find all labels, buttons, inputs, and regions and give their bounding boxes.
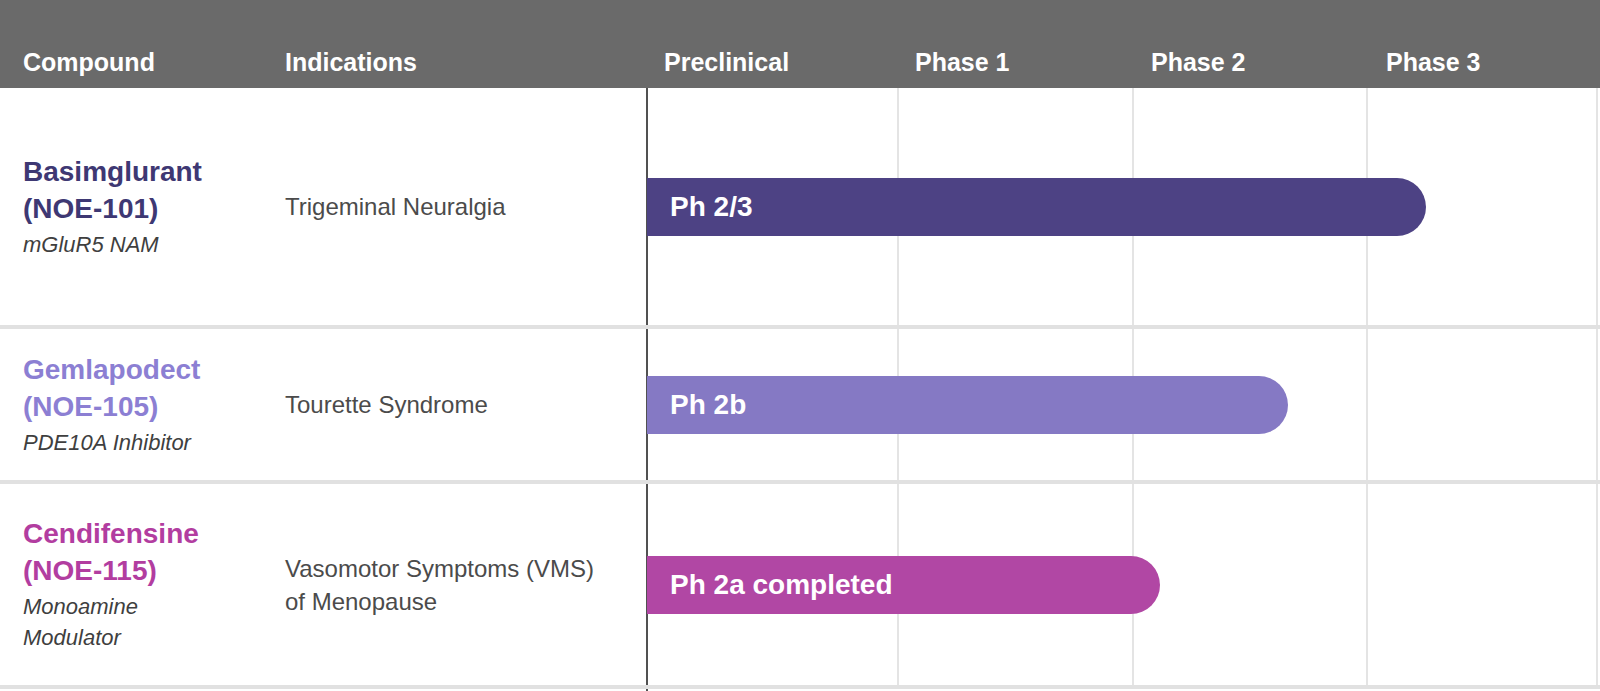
indication-cell: Vasomotor Symptoms (VMS) of Menopause [285, 551, 645, 617]
compound-cell: Cendifensine (NOE-115) Monoamine Modulat… [23, 515, 268, 654]
compound-cell: Gemlapodect (NOE-105) PDE10A Inhibitor [23, 350, 268, 458]
compound-mechanism: Monoamine [23, 592, 268, 623]
compound-name: Cendifensine [23, 515, 268, 552]
pipeline-row-basimglurant: Basimglurant (NOE-101) mGluR5 NAM Trigem… [0, 88, 1600, 325]
indication-cell: Trigeminal Neuralgia [285, 190, 645, 223]
phase-bar-label: Ph 2b [647, 391, 746, 419]
compound-mechanism: PDE10A Inhibitor [23, 428, 268, 459]
column-header-indications: Indications [285, 50, 417, 75]
compound-mechanism: Modulator [23, 623, 268, 654]
indication-text: Trigeminal Neuralgia [285, 190, 645, 223]
compound-code: (NOE-101) [23, 190, 268, 227]
phase-bar-label: Ph 2/3 [647, 193, 752, 221]
column-header-preclinical: Preclinical [664, 50, 789, 75]
compound-name: Basimglurant [23, 152, 268, 189]
column-header-compound: Compound [23, 50, 155, 75]
column-header-phase2: Phase 2 [1151, 50, 1246, 75]
indication-text: of Menopause [285, 585, 645, 618]
header-bar: Compound Indications Preclinical Phase 1… [0, 0, 1600, 88]
phase-bar-label: Ph 2a completed [647, 571, 893, 599]
column-header-phase1: Phase 1 [915, 50, 1010, 75]
indication-cell: Tourette Syndrome [285, 388, 645, 421]
indication-text: Vasomotor Symptoms (VMS) [285, 551, 645, 584]
compound-mechanism: mGluR5 NAM [23, 230, 268, 261]
phase-bar-cendifensine: Ph 2a completed [647, 556, 1160, 614]
grid-bottom-line [0, 685, 1600, 689]
indication-text: Tourette Syndrome [285, 388, 645, 421]
compound-cell: Basimglurant (NOE-101) mGluR5 NAM [23, 152, 268, 260]
column-header-phase3: Phase 3 [1386, 50, 1481, 75]
pipeline-chart: Compound Indications Preclinical Phase 1… [0, 0, 1600, 691]
pipeline-row-gemlapodect: Gemlapodect (NOE-105) PDE10A Inhibitor T… [0, 329, 1600, 480]
compound-name: Gemlapodect [23, 350, 268, 387]
compound-code: (NOE-105) [23, 388, 268, 425]
phase-bar-gemlapodect: Ph 2b [647, 376, 1288, 434]
pipeline-row-cendifensine: Cendifensine (NOE-115) Monoamine Modulat… [0, 484, 1600, 685]
phase-bar-basimglurant: Ph 2/3 [647, 178, 1426, 236]
compound-code: (NOE-115) [23, 552, 268, 589]
